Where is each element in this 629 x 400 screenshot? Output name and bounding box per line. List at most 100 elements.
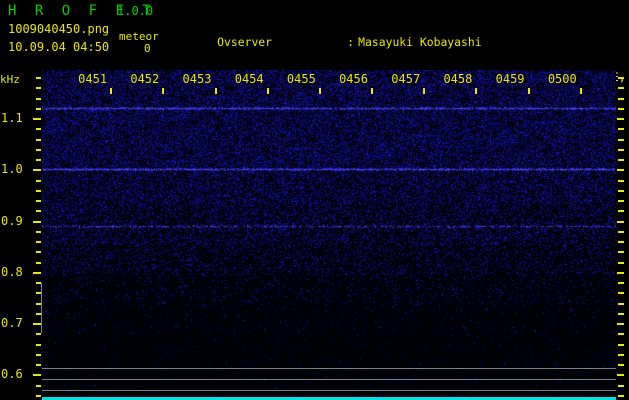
y-axis-minor-tick bbox=[618, 354, 624, 356]
y-axis-minor-tick bbox=[618, 262, 624, 264]
x-axis-tick-mark bbox=[214, 88, 217, 94]
y-axis-minor-tick bbox=[36, 292, 41, 294]
y-axis-minor-tick bbox=[36, 282, 41, 284]
y-axis-tick-label: 1.1 bbox=[1, 111, 23, 126]
y-axis-minor-tick bbox=[36, 251, 41, 253]
y-axis-minor-tick bbox=[618, 303, 624, 305]
y-axis-minor-tick bbox=[36, 180, 41, 182]
y-axis-major-tick bbox=[617, 271, 624, 274]
x-axis-tick-label: 0456 bbox=[339, 72, 368, 86]
x-axis-tick-label: 0459 bbox=[495, 72, 525, 86]
y-axis-minor-tick bbox=[618, 98, 624, 100]
y-axis-minor-tick bbox=[36, 395, 41, 397]
y-axis-minor-tick bbox=[618, 128, 624, 130]
y-axis-minor-tick bbox=[36, 313, 41, 315]
spectrogram-panel: kHz 0451 0452 0453 0454 0455 0456 0457 0458 0459… bbox=[0, 70, 629, 400]
baseline-grid-line bbox=[42, 368, 616, 369]
y-axis-minor-tick bbox=[36, 149, 41, 151]
y-axis-minor-tick bbox=[618, 159, 624, 161]
y-axis-minor-tick bbox=[36, 87, 41, 89]
x-axis-tick-label: 0452 bbox=[130, 72, 160, 86]
spectrogram-canvas bbox=[42, 70, 616, 400]
x-axis-tick-label: 0457 bbox=[391, 72, 421, 86]
meteor-count-value: 0 bbox=[144, 42, 151, 55]
y-axis-minor-tick bbox=[618, 385, 624, 387]
y-axis-major-tick bbox=[617, 118, 624, 121]
y-axis-minor-tick bbox=[618, 210, 624, 212]
app-title: H R O F F T bbox=[8, 3, 156, 19]
y-axis-minor-tick bbox=[36, 262, 41, 264]
y-axis-minor-tick bbox=[618, 190, 624, 192]
x-axis-tick-label: 0451 bbox=[78, 72, 108, 86]
y-axis-minor-tick bbox=[618, 292, 624, 294]
signal-baseline bbox=[42, 397, 616, 400]
info-colon: : bbox=[347, 34, 355, 49]
info-value: Masayuki Kobayashi bbox=[358, 34, 482, 49]
y-axis-minor-tick bbox=[36, 333, 41, 335]
y-axis-minor-tick bbox=[618, 313, 624, 315]
x-axis-tick-mark bbox=[162, 88, 165, 94]
y-axis-minor-tick bbox=[36, 385, 41, 387]
info-row: Ovserver: Masayuki Kobayashi bbox=[176, 25, 629, 47]
y-axis-minor-tick bbox=[618, 139, 624, 141]
y-axis-minor-tick bbox=[36, 159, 41, 161]
y-axis-major-tick bbox=[617, 169, 624, 172]
x-axis-tick-mark bbox=[266, 88, 269, 94]
x-axis-tick-mark bbox=[371, 88, 374, 94]
y-axis-minor-tick bbox=[36, 303, 41, 305]
x-axis-tick-label: 0500 bbox=[547, 72, 577, 86]
y-axis-unit-label: kHz bbox=[0, 73, 20, 86]
y-axis-major-tick bbox=[617, 323, 624, 326]
app-version: 1.0.0 bbox=[117, 4, 154, 18]
x-axis-tick-label: 0455 bbox=[286, 72, 316, 86]
y-axis-minor-tick bbox=[618, 333, 624, 335]
x-axis-tick-mark bbox=[110, 88, 113, 94]
y-axis-minor-tick bbox=[618, 149, 624, 151]
y-axis-minor-tick bbox=[36, 128, 41, 130]
header-bar: H R O F F T 1.0.0 1009040450.png 10.09.0… bbox=[0, 0, 629, 152]
y-axis-minor-tick bbox=[36, 139, 41, 141]
x-axis-tick-label: 0453 bbox=[182, 72, 212, 86]
y-axis-tick-label: 0.8 bbox=[1, 264, 23, 279]
y-axis-minor-tick bbox=[618, 241, 624, 243]
y-axis-minor-tick bbox=[36, 210, 41, 212]
file-name-label: 1009040450.png bbox=[8, 22, 110, 36]
y-axis-tick-label: 0.7 bbox=[1, 316, 23, 331]
y-axis-minor-tick bbox=[618, 344, 624, 346]
y-axis-minor-tick bbox=[36, 190, 41, 192]
x-axis-tick-label: 0458 bbox=[443, 72, 473, 86]
y-axis-major-tick bbox=[33, 374, 41, 377]
y-axis-minor-tick bbox=[36, 241, 41, 243]
y-axis-minor-tick bbox=[618, 77, 624, 79]
axis-edge-segment bbox=[41, 283, 42, 333]
y-axis-minor-tick bbox=[36, 364, 41, 366]
y-axis-tick-label: 0.9 bbox=[1, 213, 23, 228]
y-axis-minor-tick bbox=[36, 98, 41, 100]
y-axis-major-tick bbox=[33, 323, 41, 326]
x-axis-tick-mark bbox=[423, 88, 426, 94]
y-axis-major-tick bbox=[33, 169, 41, 172]
baseline-grid-line bbox=[42, 390, 616, 391]
x-axis-tick-mark bbox=[579, 88, 582, 94]
y-axis-minor-tick bbox=[618, 364, 624, 366]
y-axis-minor-tick bbox=[36, 77, 41, 79]
spectrogram-image bbox=[42, 70, 616, 400]
y-axis-minor-tick bbox=[618, 251, 624, 253]
y-axis-minor-tick bbox=[618, 180, 624, 182]
y-axis-minor-tick bbox=[36, 231, 41, 233]
x-axis-tick-mark bbox=[475, 88, 478, 94]
y-axis-minor-tick bbox=[618, 108, 624, 110]
y-axis-minor-tick bbox=[618, 87, 624, 89]
x-axis-tick-mark bbox=[527, 88, 530, 94]
x-axis-tick-label: 0454 bbox=[234, 72, 264, 86]
y-axis-major-tick bbox=[617, 374, 624, 377]
meteor-count-label: meteor bbox=[119, 30, 159, 43]
y-axis-major-tick bbox=[33, 220, 41, 223]
y-axis-major-tick bbox=[33, 271, 41, 274]
baseline-grid-line bbox=[42, 379, 616, 380]
y-axis-minor-tick bbox=[36, 200, 41, 202]
y-axis-tick-label: 0.6 bbox=[1, 367, 23, 382]
info-key: Ovserver bbox=[217, 34, 273, 49]
y-axis-major-tick bbox=[33, 118, 41, 121]
y-axis-tick-label: 1.0 bbox=[1, 162, 23, 177]
